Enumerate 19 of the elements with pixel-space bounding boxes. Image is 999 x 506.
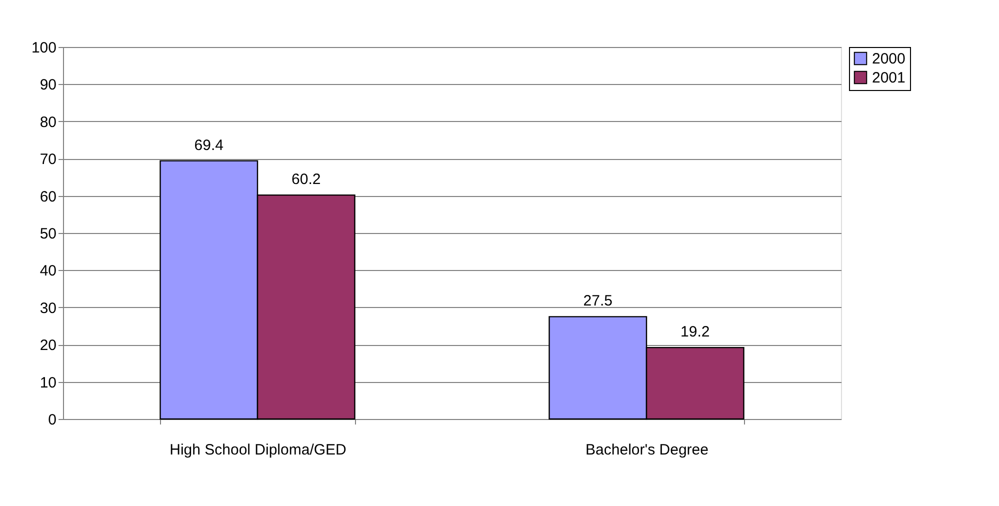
legend-label: 2000	[872, 50, 906, 68]
y-tick-label: 100	[31, 40, 56, 56]
y-tick-label: 70	[40, 151, 56, 168]
x-tick-label: High School Diploma/GED	[170, 442, 347, 458]
y-tick-label: 60	[40, 188, 56, 206]
y-tick-label: 50	[40, 226, 56, 242]
y-tick-label: 30	[40, 300, 56, 317]
legend-label: 2001	[872, 70, 906, 86]
y-tick-label: 90	[40, 76, 56, 94]
y-tick-label: 80	[40, 114, 56, 131]
y-tick-label: 40	[40, 262, 56, 280]
data-label: 60.2	[292, 171, 321, 188]
data-label: 69.4	[194, 136, 224, 154]
data-label: 19.2	[680, 324, 710, 341]
x-tick-label: Bachelor's Degree	[586, 442, 708, 458]
y-tick-label: 0	[48, 412, 56, 428]
y-tick-label: 20	[40, 337, 56, 354]
data-label: 27.5	[583, 292, 612, 310]
y-tick-label: 10	[40, 374, 56, 392]
